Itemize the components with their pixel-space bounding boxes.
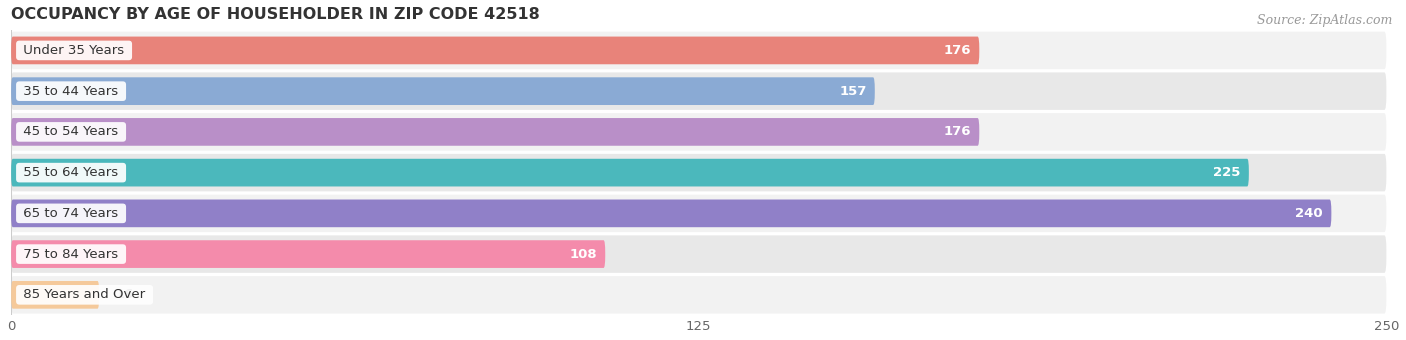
Text: 16: 16 [115,288,134,301]
Text: 176: 176 [943,125,972,138]
FancyBboxPatch shape [11,200,1331,227]
Text: 55 to 64 Years: 55 to 64 Years [20,166,122,179]
FancyBboxPatch shape [11,159,1249,186]
FancyBboxPatch shape [11,281,100,309]
Text: OCCUPANCY BY AGE OF HOUSEHOLDER IN ZIP CODE 42518: OCCUPANCY BY AGE OF HOUSEHOLDER IN ZIP C… [11,7,540,22]
Text: 240: 240 [1295,207,1323,220]
Text: 176: 176 [943,44,972,57]
Text: Under 35 Years: Under 35 Years [20,44,129,57]
Text: 45 to 54 Years: 45 to 54 Years [20,125,122,138]
FancyBboxPatch shape [11,77,875,105]
FancyBboxPatch shape [11,276,1386,313]
Text: 75 to 84 Years: 75 to 84 Years [20,248,122,260]
FancyBboxPatch shape [11,37,980,64]
FancyBboxPatch shape [11,72,1386,110]
FancyBboxPatch shape [11,154,1386,191]
FancyBboxPatch shape [11,194,1386,232]
Text: 35 to 44 Years: 35 to 44 Years [20,85,122,98]
Text: Source: ZipAtlas.com: Source: ZipAtlas.com [1257,14,1392,27]
Text: 85 Years and Over: 85 Years and Over [20,288,150,301]
FancyBboxPatch shape [11,240,605,268]
FancyBboxPatch shape [11,235,1386,273]
Text: 108: 108 [569,248,598,260]
Text: 157: 157 [839,85,866,98]
FancyBboxPatch shape [11,113,1386,151]
FancyBboxPatch shape [11,32,1386,69]
Text: 65 to 74 Years: 65 to 74 Years [20,207,122,220]
Text: 225: 225 [1213,166,1240,179]
FancyBboxPatch shape [11,118,980,146]
